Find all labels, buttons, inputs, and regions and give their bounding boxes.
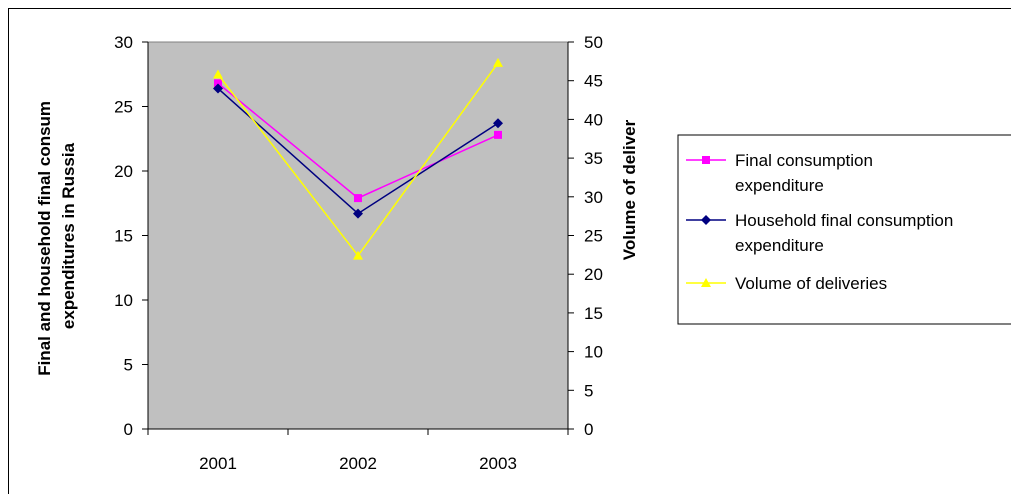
legend-label: Household final consumption expenditure [735,211,953,255]
data-point [214,79,222,88]
x-tick-label: 2003 [479,454,517,473]
right-tick-label: 15 [584,304,603,323]
left-tick-label: 10 [114,291,133,310]
left-tick-label: 30 [114,33,133,52]
data-point [494,130,502,139]
right-tick-label: 5 [584,381,593,400]
data-point [353,208,363,219]
x-tick-label: 2002 [339,454,377,473]
legend-label-line: Household final consumption [735,211,953,230]
data-point [213,83,223,94]
right-tick-label: 20 [584,265,603,284]
legend-label: Final consumption expenditure [735,151,873,195]
series-layer [213,57,503,260]
left-axis-title-line-1: Final and household final consum [35,101,54,376]
legend-item-1: Final consumption expenditure [686,151,873,195]
right-tick-label: 25 [584,227,603,246]
right-tick-label: 10 [584,343,603,362]
legend-label-line: expenditure [735,236,824,255]
legend-label: Volume of deliveries [735,274,887,293]
series-2 [213,83,503,219]
data-point [213,69,223,79]
left-tick-label: 0 [124,420,133,439]
legend-swatch-marker [701,278,711,287]
x-axis: 2001 2002 2003 [147,428,569,473]
right-axis-title: Volume of deliver [620,119,639,260]
data-point [493,57,503,67]
left-axis-title-line-2: expenditures in Russia [59,142,78,329]
right-tick-label: 35 [584,149,603,168]
right-tick-label: 0 [584,420,593,439]
data-point [354,194,362,203]
legend-item-3: Volume of deliveries [686,274,887,293]
right-tick-label: 40 [584,110,603,129]
left-tick-label: 25 [114,98,133,117]
left-axis-title: Final and household final consum expendi… [35,96,78,376]
legend-label-line: expenditure [735,176,824,195]
left-y-axis: 0 5 10 15 20 25 30 [114,33,149,439]
data-point [493,118,503,129]
right-tick-label: 30 [584,188,603,207]
legend-swatch-marker [701,215,711,225]
right-tick-label: 45 [584,72,603,91]
plot-area [147,41,569,430]
legend-box [677,134,1011,325]
left-tick-label: 5 [124,356,133,375]
right-tick-label: 50 [584,33,603,52]
x-tick-label: 2001 [199,454,237,473]
data-point [353,250,363,260]
legend-label-line: Final consumption [735,151,873,170]
right-y-axis: 0 5 10 15 20 25 30 35 40 45 50 [567,33,603,439]
legend-label-line: Volume of deliveries [735,274,887,293]
series-1 [214,79,502,203]
series-3 [213,57,503,260]
left-tick-label: 20 [114,162,133,181]
legend-item-2: Household final consumption expenditure [686,211,953,255]
left-tick-label: 15 [114,227,133,246]
legend-swatch-marker [702,156,710,164]
